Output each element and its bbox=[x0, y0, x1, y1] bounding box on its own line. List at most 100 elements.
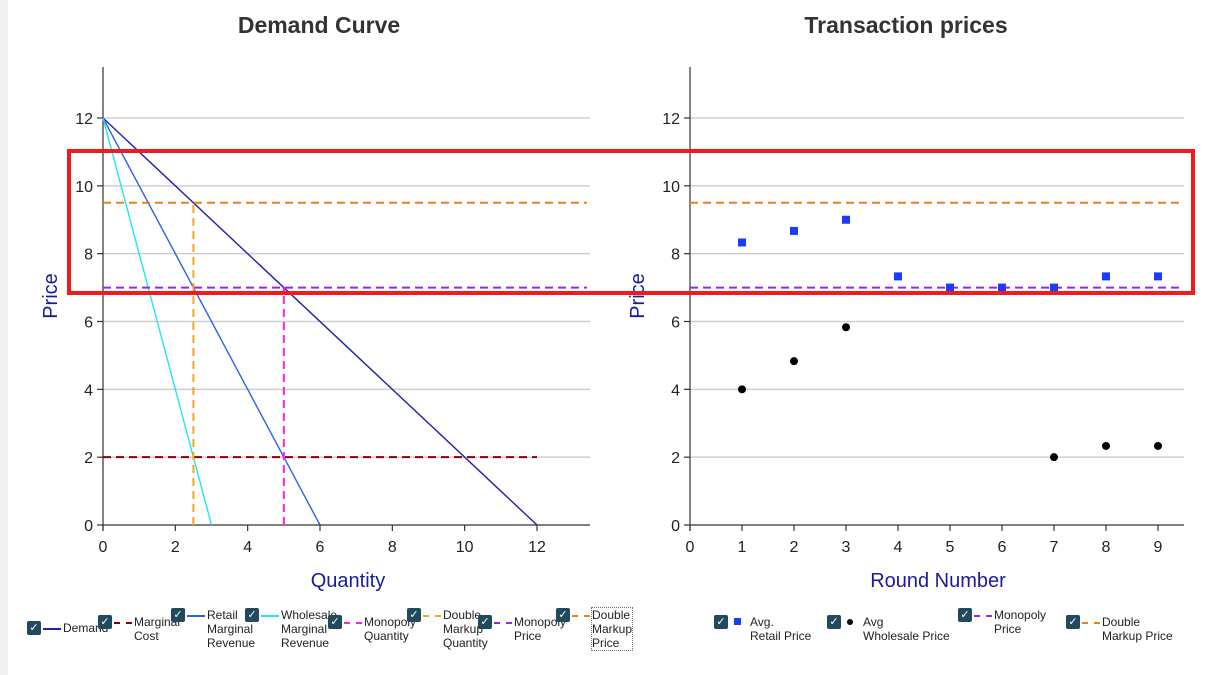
transaction-point-avg-wholesale-price bbox=[1050, 453, 1058, 462]
legend-swatch-avg-retail bbox=[730, 615, 750, 629]
demand-x-tick-label: 10 bbox=[456, 539, 474, 556]
legend-checkbox-marginal-cost[interactable]: ✓ bbox=[98, 615, 112, 629]
legend-item-wholesale-mr[interactable]: ✓ Wholesale Marginal Revenue bbox=[245, 607, 337, 650]
legend-swatch-double-markup-price bbox=[572, 608, 592, 622]
legend-item-marginal-cost[interactable]: ✓ Marginal Cost bbox=[98, 614, 180, 643]
legend-label-demand: Demand bbox=[63, 621, 109, 635]
demand-y-tick-label: 2 bbox=[84, 450, 93, 467]
demand-chart-title: Demand Curve bbox=[238, 12, 400, 38]
transaction-point-avg-wholesale-price bbox=[1102, 441, 1110, 450]
transaction-x-tick-label: 5 bbox=[946, 539, 955, 556]
transaction-x-tick-label: 1 bbox=[738, 539, 747, 556]
legend-label-marginal-cost: Marginal Cost bbox=[134, 615, 181, 643]
transaction-x-tick-label: 0 bbox=[686, 539, 695, 556]
legend-label-wholesale-mr: Wholesale Marginal Revenue bbox=[281, 608, 338, 650]
legend-checkbox-demand[interactable]: ✓ bbox=[27, 621, 41, 635]
legend-item-monopoly-price[interactable]: ✓ Monopoly Price bbox=[958, 607, 1046, 636]
legend-swatch-double-markup-quantity bbox=[423, 608, 443, 622]
legend-label-retail-mr: Retail Marginal Revenue bbox=[207, 608, 256, 650]
transaction-y-tick-label: 2 bbox=[671, 450, 680, 467]
demand-series-demand bbox=[102, 117, 538, 526]
legend-checkbox-wholesale-mr[interactable]: ✓ bbox=[245, 608, 259, 622]
transaction-point-avg-retail-price bbox=[1050, 283, 1058, 292]
demand-x-tick-label: 2 bbox=[171, 539, 180, 556]
transaction-y-tick-label: 4 bbox=[671, 382, 680, 399]
transaction-point-avg-retail-price bbox=[894, 272, 902, 281]
demand-x-tick-label: 4 bbox=[243, 539, 252, 556]
legend-label-monopoly-price: Monopoly Price bbox=[994, 608, 1047, 636]
legend-checkbox-monopoly-price[interactable]: ✓ bbox=[478, 615, 492, 629]
transaction-y-tick-label: 10 bbox=[662, 179, 680, 196]
legend-checkbox-double-markup-price[interactable]: ✓ bbox=[1066, 615, 1080, 629]
transaction-x-tick-label: 3 bbox=[842, 539, 851, 556]
demand-x-axis-label: Quantity bbox=[311, 570, 385, 592]
transaction-y-tick-label: 12 bbox=[662, 111, 680, 128]
transaction-point-avg-wholesale-price bbox=[790, 357, 798, 366]
legend-swatch-monopoly-price bbox=[974, 608, 994, 622]
legend-item-double-markup-price[interactable]: ✓ Double Markup Price bbox=[556, 607, 634, 651]
legend-label-monopoly-quantity: Monopoly Quantity bbox=[364, 615, 417, 643]
transaction-x-tick-label: 8 bbox=[1102, 539, 1111, 556]
legend-checkbox-avg-retail[interactable]: ✓ bbox=[714, 615, 728, 629]
demand-x-tick-label: 12 bbox=[528, 539, 546, 556]
legend-item-monopoly-quantity[interactable]: ✓ Monopoly Quantity bbox=[328, 614, 416, 643]
transaction-point-avg-wholesale-price bbox=[1154, 441, 1162, 450]
legend-item-avg-retail[interactable]: ✓ Avg. Retail Price bbox=[714, 614, 811, 643]
legend-swatch-marginal-cost bbox=[114, 615, 134, 629]
page-edge bbox=[0, 0, 8, 675]
legend-item-monopoly-price[interactable]: ✓ Monopoly Price bbox=[478, 614, 566, 643]
transaction-point-avg-retail-price bbox=[1102, 272, 1110, 281]
legend-item-double-markup-price[interactable]: ✓ Double Markup Price bbox=[1066, 614, 1173, 643]
transaction-point-avg-retail-price bbox=[998, 283, 1006, 292]
transaction-point-avg-retail-price bbox=[1154, 272, 1162, 281]
demand-y-tick-label: 8 bbox=[84, 247, 93, 264]
demand-plot-area: 0 2 4 6 8 10 12 0 2 4 6 8 10 12 bbox=[75, 67, 590, 556]
legend-swatch-retail-mr bbox=[187, 608, 207, 622]
transaction-y-tick-label: 8 bbox=[671, 247, 680, 264]
legend-label-avg-wholesale: Avg Wholesale Price bbox=[863, 615, 950, 643]
legend-checkbox-monopoly-price[interactable]: ✓ bbox=[958, 608, 972, 622]
transaction-point-avg-wholesale-price bbox=[842, 323, 850, 332]
legend-checkbox-avg-wholesale[interactable]: ✓ bbox=[827, 615, 841, 629]
legend-swatch-monopoly-quantity bbox=[344, 615, 364, 629]
legend-swatch-demand bbox=[43, 621, 63, 635]
transaction-y-axis-label: Price bbox=[627, 273, 649, 319]
transaction-x-tick-label: 7 bbox=[1050, 539, 1059, 556]
demand-x-tick-label: 0 bbox=[99, 539, 108, 556]
transaction-point-avg-retail-price bbox=[790, 226, 798, 235]
legend-label-double-markup-price: Double Markup Price bbox=[1102, 615, 1173, 643]
legend-checkbox-monopoly-quantity[interactable]: ✓ bbox=[328, 615, 342, 629]
legend-swatch-double-markup-price bbox=[1082, 615, 1102, 629]
transaction-x-tick-label: 4 bbox=[894, 539, 903, 556]
legend-checkbox-double-markup-quantity[interactable]: ✓ bbox=[407, 608, 421, 622]
transaction-y-tick-label: 0 bbox=[671, 518, 680, 535]
legend-checkbox-retail-mr[interactable]: ✓ bbox=[171, 608, 185, 622]
legend-item-avg-wholesale[interactable]: ✓ Avg Wholesale Price bbox=[827, 614, 950, 643]
demand-y-axis-label: Price bbox=[40, 273, 62, 319]
legend-checkbox-double-markup-price[interactable]: ✓ bbox=[556, 608, 570, 622]
legend-item-double-markup-quantity[interactable]: ✓ Double Markup Quantity bbox=[407, 607, 488, 650]
legend-item-demand[interactable]: ✓ Demand bbox=[27, 620, 108, 636]
transaction-prices-chart: Transaction prices Round Number Price 0 2… bbox=[627, 12, 1184, 592]
legend-swatch-monopoly-price bbox=[494, 615, 514, 629]
legend-swatch-wholesale-mr bbox=[261, 608, 281, 622]
transaction-x-tick-label: 9 bbox=[1154, 539, 1163, 556]
transaction-point-avg-retail-price bbox=[946, 283, 954, 292]
transaction-point-avg-retail-price bbox=[842, 215, 850, 224]
legend-label-avg-retail: Avg. Retail Price bbox=[750, 615, 812, 643]
demand-x-tick-label: 8 bbox=[388, 539, 397, 556]
transaction-x-axis-label: Round Number bbox=[870, 570, 1006, 592]
legend-item-retail-mr[interactable]: ✓ Retail Marginal Revenue bbox=[171, 607, 255, 650]
demand-curve-chart: Demand Curve Quantity Price 0 2 4 6 8 10 12 0 2 4… bbox=[40, 12, 590, 592]
demand-y-tick-label: 10 bbox=[75, 179, 93, 196]
demand-x-tick-label: 6 bbox=[316, 539, 325, 556]
transaction-x-tick-label: 6 bbox=[998, 539, 1007, 556]
transaction-point-avg-retail-price bbox=[738, 238, 746, 247]
demand-y-tick-label: 12 bbox=[75, 111, 93, 128]
transaction-x-tick-label: 2 bbox=[790, 539, 799, 556]
demand-y-tick-label: 0 bbox=[84, 518, 93, 535]
legend-swatch-avg-wholesale bbox=[843, 615, 863, 629]
legend-label-monopoly-price: Monopoly Price bbox=[514, 615, 567, 643]
